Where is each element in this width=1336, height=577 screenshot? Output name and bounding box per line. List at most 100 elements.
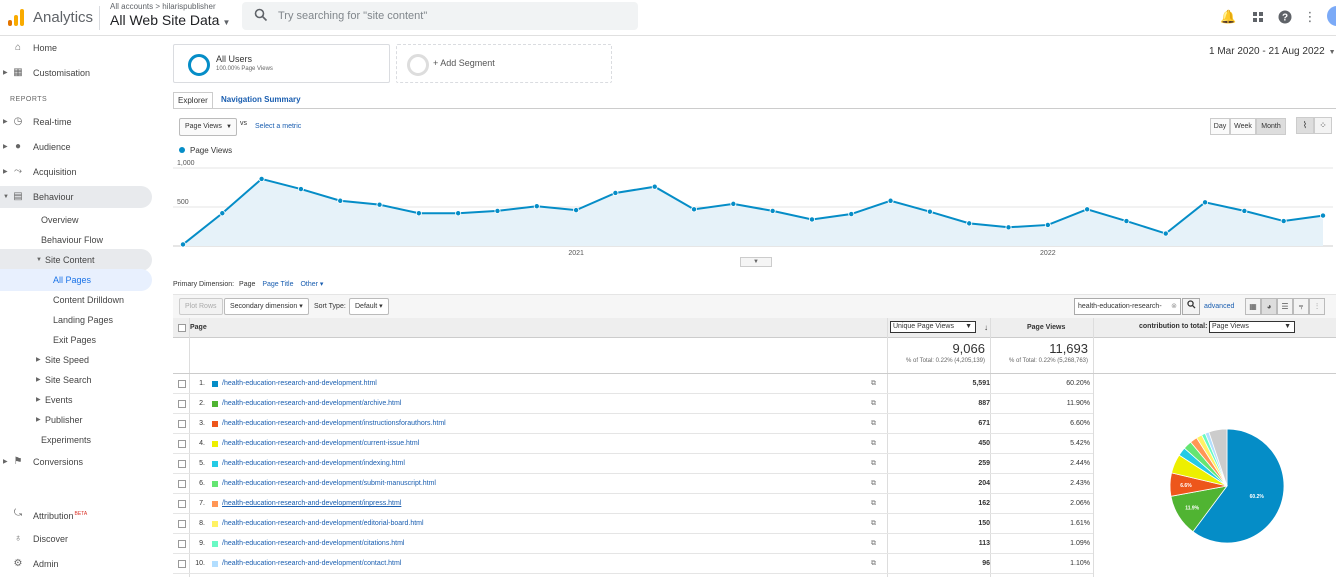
account-breadcrumb[interactable]: All accounts > hilarispublisher [110,2,216,11]
page-link[interactable]: /health-education-research-and-developme… [222,380,377,387]
line-chart-icon[interactable]: ⌇ [1296,117,1314,134]
plot-rows-button[interactable]: Plot Rows [179,298,223,315]
month-button[interactable]: Month [1256,118,1286,135]
sidebar-item-overview[interactable]: Overview [0,209,152,231]
sidebar-item-admin[interactable]: ⚙ Admin [0,553,152,575]
sidebar-item-events[interactable]: ▶ Events [0,389,152,411]
sidebar-item-all-pages[interactable]: All Pages [0,269,152,291]
row-checkbox[interactable] [178,400,186,408]
data-point[interactable] [1162,230,1169,237]
unique-page-views-dropdown[interactable]: Unique Page Views ▼ [890,321,976,333]
data-point[interactable] [337,197,344,204]
sidebar-item-experiments[interactable]: Experiments [0,429,152,451]
dimension-page[interactable]: Page [239,281,256,288]
row-checkbox[interactable] [178,380,186,388]
segment-all-users[interactable]: All Users 100.00% Page Views [173,44,390,83]
sidebar-item-behaviour-flow[interactable]: Behaviour Flow [0,229,152,251]
clear-icon[interactable]: ⊗ [1171,303,1177,310]
tab-navigation-summary[interactable]: Navigation Summary [221,95,301,104]
page-link[interactable]: /health-education-research-and-developme… [222,500,402,507]
data-point[interactable] [573,207,580,214]
data-point[interactable] [1241,207,1248,214]
data-point[interactable] [848,211,855,218]
data-point[interactable] [297,186,304,193]
help-icon[interactable]: ? [1277,9,1293,25]
sidebar-item-home[interactable]: ⌂ Home [0,37,152,59]
data-point[interactable] [887,197,894,204]
filter-search-button[interactable] [1182,298,1200,315]
data-point[interactable] [494,207,501,214]
data-point[interactable] [533,203,540,210]
sidebar-item-publisher[interactable]: ▶ Publisher [0,409,152,431]
data-point[interactable] [1005,224,1012,231]
data-point[interactable] [258,175,265,182]
data-point[interactable] [926,208,933,215]
data-point[interactable] [415,210,422,217]
data-point[interactable] [730,200,737,207]
sort-desc-icon[interactable]: ↓ [984,323,988,332]
col-page-header[interactable]: Page [190,324,207,331]
data-point[interactable] [612,189,619,196]
open-external-icon[interactable]: ⧉ [871,540,876,547]
dimension-other[interactable]: Other ▾ [300,281,324,288]
sidebar-item-content-drilldown[interactable]: Content Drilldown [0,289,152,311]
search-input[interactable]: Try searching for "site content" [242,2,638,30]
sidebar-item-customisation[interactable]: ▶ ▦ Customisation [0,62,152,84]
page-link[interactable]: /health-education-research-and-developme… [222,560,402,567]
add-segment-button[interactable]: + Add Segment [396,44,612,83]
sidebar-item-audience[interactable]: ▶ ● Audience [0,136,152,158]
day-button[interactable]: Day [1210,118,1230,135]
analytics-logo-icon[interactable] [8,8,26,26]
data-point[interactable] [966,220,973,227]
date-range-picker[interactable]: 1 Mar 2020 - 21 Aug 2022 ▼ [1209,46,1336,57]
data-point[interactable] [219,210,226,217]
open-external-icon[interactable]: ⧉ [871,400,876,407]
data-point[interactable] [691,206,698,213]
sidebar-item-landing-pages[interactable]: Landing Pages [0,309,152,331]
table-view-icon[interactable]: ▦ [1245,298,1261,315]
data-point[interactable] [1202,199,1209,206]
select-metric-link[interactable]: Select a metric [255,123,302,130]
open-external-icon[interactable]: ⧉ [871,500,876,507]
open-external-icon[interactable]: ⧉ [871,420,876,427]
contribution-metric-dropdown[interactable]: Page Views ▼ [1209,321,1295,333]
data-point[interactable] [1320,212,1327,219]
sidebar-item-discover[interactable]: ♁ Discover [0,528,152,550]
select-all-checkbox[interactable] [178,324,186,332]
page-link[interactable]: /health-education-research-and-developme… [222,420,446,427]
sidebar-item-attribution[interactable]: ⤿ AttributionBETA [0,503,152,525]
open-external-icon[interactable]: ⧉ [871,440,876,447]
data-point[interactable] [769,207,776,214]
col-page-views-header[interactable]: Page Views [1027,324,1066,331]
dimension-page-title[interactable]: Page Title [262,281,294,288]
sidebar-item-conversions[interactable]: ▶ ⚑ Conversions [0,451,152,473]
advanced-filter-link[interactable]: advanced [1204,303,1235,310]
data-point[interactable] [1123,218,1130,225]
avatar[interactable] [1327,6,1336,26]
row-checkbox[interactable] [178,460,186,468]
collapse-chart-button[interactable]: ▼ [740,257,772,267]
row-checkbox[interactable] [178,480,186,488]
page-link[interactable]: /health-education-research-and-developme… [222,520,424,527]
pie-view-icon[interactable]: ◕ [1261,298,1277,315]
sidebar-item-exit-pages[interactable]: Exit Pages [0,329,152,351]
sidebar-item-behaviour[interactable]: ▼ ▤ Behaviour [0,186,152,208]
row-checkbox[interactable] [178,500,186,508]
data-point[interactable] [651,183,658,190]
sort-type-dropdown[interactable]: Default ▾ [349,298,389,315]
page-link[interactable]: /health-education-research-and-developme… [222,440,420,447]
apps-icon[interactable] [1250,9,1266,25]
page-link[interactable]: /health-education-research-and-developme… [222,540,405,547]
view-selector[interactable]: All Web Site Data ▼ [110,12,230,28]
open-external-icon[interactable]: ⧉ [871,520,876,527]
comparison-view-icon[interactable]: ⫧ [1293,298,1309,315]
page-link[interactable]: /health-education-research-and-developme… [222,460,405,467]
open-external-icon[interactable]: ⧉ [871,380,876,387]
page-link[interactable]: /health-education-research-and-developme… [222,400,402,407]
data-point[interactable] [1044,221,1051,228]
performance-view-icon[interactable]: ☰ [1277,298,1293,315]
page-link[interactable]: /health-education-research-and-developme… [222,480,436,487]
data-point[interactable] [455,210,462,217]
tab-explorer[interactable]: Explorer [173,92,213,109]
metric-dropdown[interactable]: Page Views ▼ [179,118,237,136]
